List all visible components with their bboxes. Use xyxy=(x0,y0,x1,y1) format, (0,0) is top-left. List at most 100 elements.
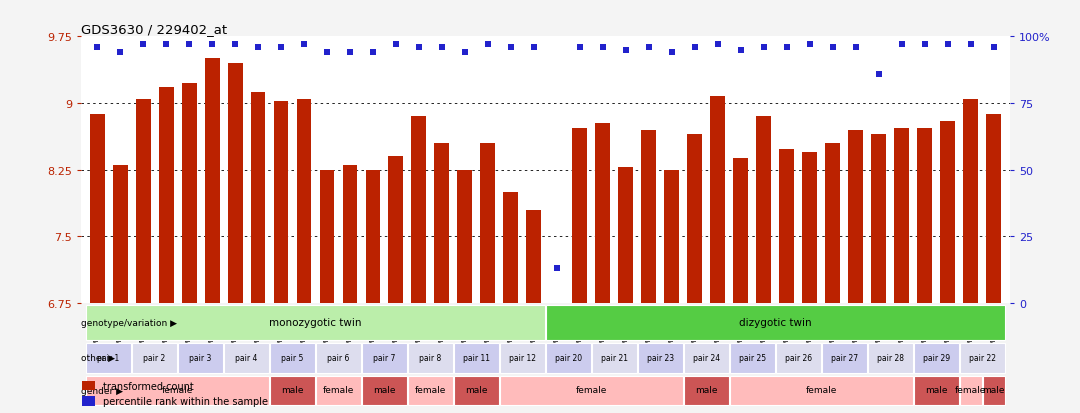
Text: pair 6: pair 6 xyxy=(327,353,350,362)
Point xyxy=(916,42,933,48)
Point xyxy=(847,45,864,51)
Bar xyxy=(86,376,269,405)
Bar xyxy=(408,376,453,405)
Bar xyxy=(454,343,499,373)
Bar xyxy=(181,84,197,303)
Point xyxy=(962,42,980,48)
Text: pair 12: pair 12 xyxy=(509,353,536,362)
Bar xyxy=(733,159,748,303)
Bar xyxy=(550,303,565,306)
Point xyxy=(801,42,819,48)
Bar xyxy=(684,376,729,405)
Point xyxy=(663,50,680,57)
Text: male: male xyxy=(924,385,947,394)
Bar xyxy=(136,99,150,303)
Bar xyxy=(872,135,887,303)
Bar xyxy=(273,102,288,303)
Bar xyxy=(362,343,407,373)
Text: pair 2: pair 2 xyxy=(144,353,165,362)
Bar xyxy=(270,343,315,373)
Bar xyxy=(775,343,821,373)
Point xyxy=(295,42,312,48)
Point xyxy=(985,45,1002,51)
Point xyxy=(549,266,566,272)
Text: pair 1: pair 1 xyxy=(97,353,120,362)
Text: transformed count: transformed count xyxy=(103,381,193,391)
Bar xyxy=(251,93,266,303)
Point xyxy=(319,50,336,57)
Bar xyxy=(90,114,105,303)
Text: female: female xyxy=(162,385,193,394)
Bar xyxy=(503,192,518,303)
Text: female: female xyxy=(415,385,446,394)
Bar xyxy=(684,343,729,373)
Point xyxy=(571,45,589,51)
Text: pair 7: pair 7 xyxy=(374,353,395,362)
Text: pair 24: pair 24 xyxy=(692,353,720,362)
Bar xyxy=(802,152,818,303)
Bar xyxy=(756,117,771,303)
Point xyxy=(227,42,244,48)
Bar xyxy=(730,376,913,405)
Bar xyxy=(408,343,453,373)
Point xyxy=(755,45,772,51)
Point xyxy=(341,50,359,57)
Text: female: female xyxy=(955,385,986,394)
Bar xyxy=(389,157,404,303)
Bar xyxy=(132,343,177,373)
Text: genotype/variation ▶: genotype/variation ▶ xyxy=(81,318,177,327)
Text: percentile rank within the sample: percentile rank within the sample xyxy=(103,396,268,406)
Bar xyxy=(526,210,541,303)
Bar xyxy=(297,99,311,303)
Bar xyxy=(914,376,959,405)
Bar xyxy=(642,131,657,303)
Point xyxy=(594,45,611,51)
Bar xyxy=(963,99,978,303)
Bar xyxy=(316,343,361,373)
Point xyxy=(180,42,198,48)
Bar xyxy=(638,343,683,373)
Point xyxy=(502,45,519,51)
Point xyxy=(410,45,428,51)
Bar xyxy=(411,117,427,303)
Text: dizygotic twin: dizygotic twin xyxy=(739,317,811,327)
Text: male: male xyxy=(983,385,1005,394)
Point xyxy=(686,45,703,51)
Bar xyxy=(917,128,932,303)
Bar xyxy=(481,144,496,303)
Bar xyxy=(848,131,863,303)
Text: pair 4: pair 4 xyxy=(235,353,258,362)
Point xyxy=(940,42,957,48)
Bar xyxy=(983,376,1004,405)
Bar xyxy=(619,168,633,303)
Bar xyxy=(960,376,982,405)
Bar xyxy=(941,121,955,303)
Point xyxy=(272,45,289,51)
Bar xyxy=(960,343,1004,373)
Text: male: male xyxy=(281,385,303,394)
Text: pair 27: pair 27 xyxy=(831,353,858,362)
Point xyxy=(456,50,473,57)
Bar xyxy=(204,59,219,303)
Bar xyxy=(159,88,174,303)
Bar xyxy=(711,97,726,303)
Point xyxy=(870,71,888,78)
Bar xyxy=(687,135,702,303)
Bar xyxy=(86,305,545,340)
Point xyxy=(89,45,106,51)
Bar xyxy=(458,170,472,303)
Point xyxy=(111,50,129,57)
Text: pair 5: pair 5 xyxy=(281,353,303,362)
Bar xyxy=(867,343,913,373)
Point xyxy=(249,45,267,51)
Point xyxy=(203,42,220,48)
Bar xyxy=(316,376,361,405)
Bar xyxy=(914,343,959,373)
Text: pair 23: pair 23 xyxy=(647,353,674,362)
Point xyxy=(893,42,910,48)
Bar xyxy=(822,343,867,373)
Bar xyxy=(595,123,610,303)
Point xyxy=(732,47,750,54)
Bar xyxy=(592,343,637,373)
Bar xyxy=(894,128,909,303)
